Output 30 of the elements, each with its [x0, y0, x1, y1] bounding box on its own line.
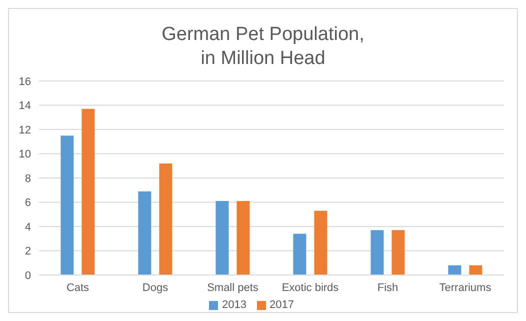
bar — [469, 265, 482, 275]
bar — [293, 234, 306, 275]
y-tick-label: 16 — [18, 76, 31, 88]
y-tick-label: 2 — [24, 246, 31, 258]
bar — [60, 136, 74, 275]
legend-label: 2013 — [222, 299, 246, 311]
y-tick-label: 8 — [24, 172, 31, 185]
x-tick-label: Small pets — [207, 282, 259, 294]
bar — [138, 191, 152, 275]
y-tick-label: 10 — [18, 148, 31, 161]
bar — [314, 210, 328, 275]
y-tick-label: 6 — [24, 197, 31, 210]
chart-title: German Pet Population, in Million Head — [160, 23, 366, 71]
bar — [159, 163, 172, 275]
x-tick-label: Fish — [377, 282, 398, 294]
x-tick-label: Terrariums — [439, 282, 492, 294]
y-tick-label: 14 — [18, 100, 31, 112]
bar — [392, 230, 405, 275]
y-tick-label: 4 — [24, 221, 31, 234]
y-tick-label: 0 — [24, 270, 31, 282]
x-tick-label: Exotic birds — [282, 282, 340, 294]
bar — [448, 265, 462, 275]
bar — [82, 108, 95, 275]
x-tick-label: Dogs — [142, 282, 169, 294]
bar — [370, 230, 384, 275]
bar — [216, 201, 229, 275]
x-tick-label: Cats — [66, 282, 90, 294]
legend-label: 2017 — [270, 299, 294, 311]
y-tick-label: 12 — [18, 124, 31, 136]
bar — [236, 201, 250, 275]
